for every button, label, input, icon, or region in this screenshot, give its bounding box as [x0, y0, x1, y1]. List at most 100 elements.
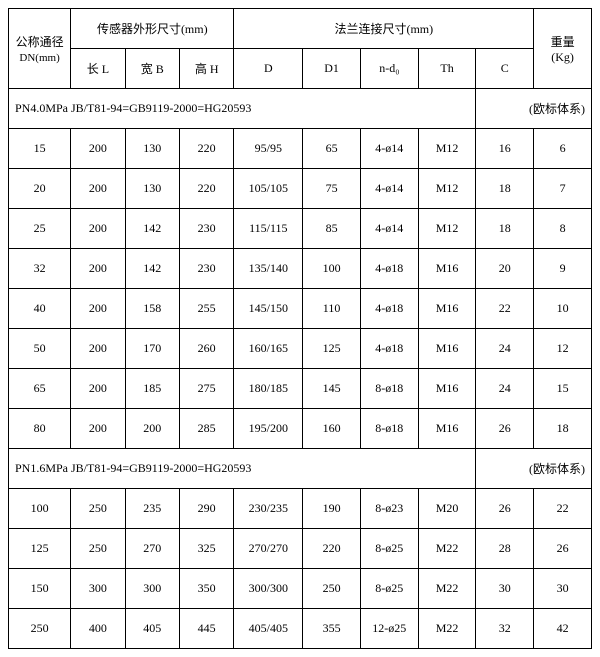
cell-H: 275 — [179, 369, 233, 409]
cell-dn: 32 — [9, 249, 71, 289]
cell-Th: M16 — [418, 369, 476, 409]
table-body: PN4.0MPa JB/T81-94=GB9119-2000=HG20593(欧… — [9, 89, 592, 649]
cell-L: 200 — [71, 129, 125, 169]
cell-B: 300 — [125, 569, 179, 609]
cell-D1: 100 — [303, 249, 361, 289]
cell-C: 30 — [476, 569, 534, 609]
col-dn-header: 公称通径 DN(mm) — [9, 9, 71, 89]
col-D: D — [234, 49, 303, 89]
cell-nd0: 8-ø23 — [360, 489, 418, 529]
cell-Th: M12 — [418, 129, 476, 169]
cell-D1: 355 — [303, 609, 361, 649]
table-row: 50200170260160/1651254-ø18M162412 — [9, 329, 592, 369]
cell-nd0: 4-ø18 — [360, 289, 418, 329]
cell-dn: 125 — [9, 529, 71, 569]
section-standard: (欧标体系) — [476, 89, 592, 129]
cell-D1: 220 — [303, 529, 361, 569]
cell-D1: 65 — [303, 129, 361, 169]
cell-B: 185 — [125, 369, 179, 409]
cell-D1: 145 — [303, 369, 361, 409]
cell-C: 26 — [476, 409, 534, 449]
cell-H: 230 — [179, 249, 233, 289]
cell-dn: 65 — [9, 369, 71, 409]
cell-D: 180/185 — [234, 369, 303, 409]
cell-dn: 40 — [9, 289, 71, 329]
cell-C: 26 — [476, 489, 534, 529]
cell-L: 300 — [71, 569, 125, 609]
section-title: PN4.0MPa JB/T81-94=GB9119-2000=HG20593 — [9, 89, 476, 129]
weight-label-2: (Kg) — [551, 50, 574, 64]
cell-dn: 25 — [9, 209, 71, 249]
dn-label-2: DN(mm) — [9, 52, 70, 64]
cell-C: 22 — [476, 289, 534, 329]
cell-nd0: 4-ø14 — [360, 129, 418, 169]
table-row: 25200142230115/115854-ø14M12188 — [9, 209, 592, 249]
col-D1: D1 — [303, 49, 361, 89]
cell-C: 28 — [476, 529, 534, 569]
cell-D: 115/115 — [234, 209, 303, 249]
cell-Wt: 22 — [534, 489, 592, 529]
table-row: 40200158255145/1501104-ø18M162210 — [9, 289, 592, 329]
cell-H: 350 — [179, 569, 233, 609]
cell-C: 18 — [476, 169, 534, 209]
cell-H: 285 — [179, 409, 233, 449]
cell-D1: 75 — [303, 169, 361, 209]
cell-Wt: 18 — [534, 409, 592, 449]
cell-Th: M16 — [418, 249, 476, 289]
section-standard: (欧标体系) — [476, 449, 592, 489]
cell-D: 195/200 — [234, 409, 303, 449]
cell-Th: M12 — [418, 169, 476, 209]
col-Th: Th — [418, 49, 476, 89]
cell-B: 130 — [125, 129, 179, 169]
cell-L: 200 — [71, 409, 125, 449]
cell-dn: 15 — [9, 129, 71, 169]
cell-Th: M16 — [418, 289, 476, 329]
col-C: C — [476, 49, 534, 89]
cell-nd0: 4-ø18 — [360, 329, 418, 369]
cell-B: 158 — [125, 289, 179, 329]
table-row: 150300300350300/3002508-ø25M223030 — [9, 569, 592, 609]
cell-B: 170 — [125, 329, 179, 369]
cell-Wt: 9 — [534, 249, 592, 289]
cell-Th: M22 — [418, 569, 476, 609]
cell-nd0: 4-ø14 — [360, 169, 418, 209]
cell-D1: 190 — [303, 489, 361, 529]
cell-Wt: 15 — [534, 369, 592, 409]
cell-H: 445 — [179, 609, 233, 649]
cell-D1: 85 — [303, 209, 361, 249]
table-row: 100250235290230/2351908-ø23M202622 — [9, 489, 592, 529]
cell-B: 235 — [125, 489, 179, 529]
cell-C: 16 — [476, 129, 534, 169]
cell-Wt: 42 — [534, 609, 592, 649]
cell-H: 290 — [179, 489, 233, 529]
cell-dn: 250 — [9, 609, 71, 649]
table-row: 65200185275180/1851458-ø18M162415 — [9, 369, 592, 409]
cell-Th: M16 — [418, 329, 476, 369]
section-header-row: PN1.6MPa JB/T81-94=GB9119-2000=HG20593(欧… — [9, 449, 592, 489]
cell-H: 325 — [179, 529, 233, 569]
cell-B: 200 — [125, 409, 179, 449]
cell-nd0: 12-ø25 — [360, 609, 418, 649]
cell-L: 200 — [71, 289, 125, 329]
cell-C: 20 — [476, 249, 534, 289]
cell-C: 18 — [476, 209, 534, 249]
table-row: 250400405445405/40535512-ø25M223242 — [9, 609, 592, 649]
cell-H: 230 — [179, 209, 233, 249]
cell-D: 300/300 — [234, 569, 303, 609]
cell-Wt: 12 — [534, 329, 592, 369]
cell-L: 200 — [71, 169, 125, 209]
table-row: 1520013022095/95654-ø14M12166 — [9, 129, 592, 169]
cell-dn: 80 — [9, 409, 71, 449]
cell-B: 142 — [125, 209, 179, 249]
cell-L: 250 — [71, 529, 125, 569]
cell-D1: 125 — [303, 329, 361, 369]
cell-Wt: 6 — [534, 129, 592, 169]
col-flange-header: 法兰连接尺寸(mm) — [234, 9, 534, 49]
cell-D: 230/235 — [234, 489, 303, 529]
cell-L: 400 — [71, 609, 125, 649]
table-row: 32200142230135/1401004-ø18M16209 — [9, 249, 592, 289]
cell-D1: 110 — [303, 289, 361, 329]
cell-B: 405 — [125, 609, 179, 649]
cell-Th: M16 — [418, 409, 476, 449]
cell-D: 105/105 — [234, 169, 303, 209]
